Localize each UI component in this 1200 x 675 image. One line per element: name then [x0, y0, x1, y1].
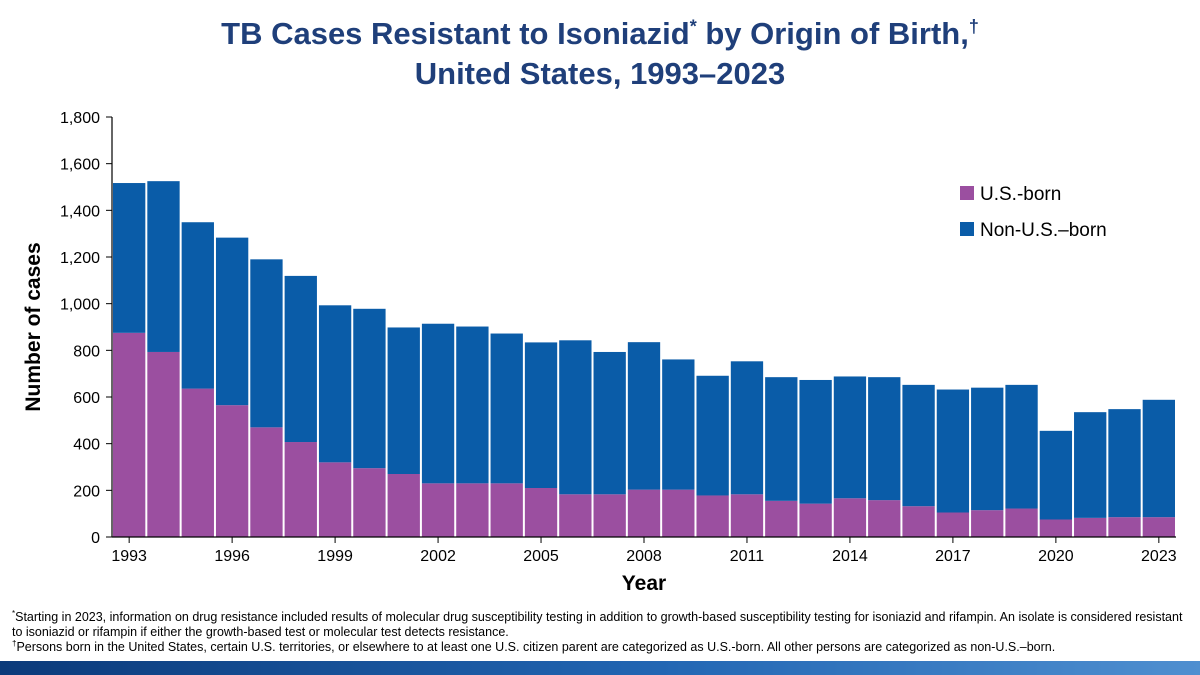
y-tick-label-400: 400	[73, 437, 100, 454]
bar-non-us-born-2017	[936, 389, 970, 513]
footnote-1: *Starting in 2023, information on drug r…	[12, 608, 1183, 639]
bar-us-born-2018	[971, 510, 1004, 537]
bar-us-born-1998	[284, 442, 317, 537]
legend-swatch-0	[960, 186, 974, 200]
bar-us-born-1996	[215, 405, 249, 537]
bar-us-born-2006	[559, 494, 592, 537]
bar-us-born-1997	[250, 427, 283, 537]
bar-non-us-born-2006	[559, 340, 592, 495]
bar-non-us-born-2014	[833, 376, 867, 499]
bar-us-born-2000	[353, 468, 386, 537]
bar-non-us-born-1999	[318, 305, 352, 463]
bar-us-born-2004	[490, 483, 523, 537]
title-line-1: TB Cases Resistant to Isoniazid* by Orig…	[221, 16, 979, 51]
bottom-band	[0, 661, 1200, 675]
bar-us-born-1995	[181, 388, 214, 537]
bar-non-us-born-2002	[421, 323, 455, 484]
x-tick-label-1999: 1999	[317, 548, 353, 565]
footnotes: *Starting in 2023, information on drug r…	[12, 608, 1192, 655]
bar-us-born-2020	[1039, 519, 1073, 537]
bar-us-born-1994	[147, 351, 180, 537]
x-axis-title: Year	[622, 572, 666, 595]
bar-us-born-2001	[387, 474, 420, 537]
x-tick-label-2005: 2005	[523, 548, 559, 565]
bar-us-born-2013	[799, 503, 832, 537]
x-tick-label-2008: 2008	[626, 548, 662, 565]
x-tick-label-1996: 1996	[214, 548, 250, 565]
bar-us-born-2002	[421, 483, 455, 537]
bar-us-born-2010	[696, 495, 729, 537]
bar-us-born-2019	[1005, 508, 1038, 537]
chart-title: TB Cases Resistant to Isoniazid* by Orig…	[0, 14, 1200, 94]
legend-swatch-1	[960, 222, 974, 236]
bar-non-us-born-2005	[524, 342, 558, 488]
bar-us-born-2021	[1074, 517, 1107, 537]
bar-non-us-born-1995	[181, 222, 214, 389]
bar-non-us-born-2019	[1005, 384, 1038, 509]
y-tick-label-1600: 1,600	[60, 157, 100, 174]
bar-us-born-1999	[318, 462, 352, 537]
bar-non-us-born-1996	[215, 237, 249, 406]
bar-non-us-born-2018	[971, 387, 1004, 511]
bar-us-born-2009	[662, 489, 695, 537]
x-tick-label-2014: 2014	[832, 548, 868, 565]
bar-non-us-born-2001	[387, 327, 420, 474]
bar-us-born-2022	[1108, 517, 1141, 537]
x-tick-label-2002: 2002	[420, 548, 456, 565]
bar-us-born-2011	[730, 494, 764, 537]
bar-us-born-2012	[765, 500, 798, 537]
bar-non-us-born-2013	[799, 379, 832, 504]
bar-non-us-born-2015	[868, 377, 901, 501]
legend-label-0: U.S.-born	[980, 184, 1061, 205]
x-tick-label-2020: 2020	[1038, 548, 1074, 565]
y-tick-label-1000: 1,000	[60, 297, 100, 314]
title-line-2: United States, 1993–2023	[414, 56, 786, 91]
x-tick-label-2023: 2023	[1141, 548, 1177, 565]
y-tick-label-1200: 1,200	[60, 250, 100, 267]
x-tick-label-2011: 2011	[730, 548, 765, 565]
bar-non-us-born-2023	[1142, 399, 1175, 518]
bar-us-born-2014	[833, 498, 867, 537]
bar-non-us-born-2022	[1108, 409, 1141, 518]
bar-us-born-2003	[456, 483, 489, 537]
bar-us-born-2005	[524, 488, 558, 537]
bar-non-us-born-2012	[765, 377, 798, 501]
y-tick-label-1400: 1,400	[60, 203, 100, 220]
y-axis-title: Number of cases	[22, 242, 45, 411]
bar-non-us-born-2003	[456, 326, 489, 484]
x-tick-label-2017: 2017	[935, 548, 971, 565]
bar-us-born-2008	[627, 489, 661, 537]
bar-non-us-born-2011	[730, 361, 764, 495]
y-tick-label-1800: 1,800	[60, 110, 100, 127]
footnote-2: †Persons born in the United States, cert…	[12, 638, 1056, 654]
bar-us-born-2016	[902, 506, 935, 537]
bar-non-us-born-2021	[1074, 412, 1107, 518]
y-tick-label-600: 600	[73, 390, 100, 407]
legend-label-1: Non-U.S.–born	[980, 220, 1107, 241]
bar-non-us-born-2016	[902, 384, 935, 507]
bar-us-born-2007	[593, 494, 626, 537]
bar-non-us-born-2008	[627, 342, 661, 490]
y-tick-label-0: 0	[91, 530, 100, 547]
bar-us-born-2023	[1142, 517, 1175, 537]
bar-us-born-2015	[868, 500, 901, 537]
bar-us-born-1993	[113, 332, 146, 537]
bar-non-us-born-2004	[490, 333, 523, 484]
bar-non-us-born-2020	[1039, 430, 1073, 520]
bar-non-us-born-2000	[353, 308, 386, 469]
bar-non-us-born-1997	[250, 259, 283, 428]
bar-non-us-born-1994	[147, 181, 180, 352]
bar-non-us-born-2007	[593, 351, 626, 495]
bar-non-us-born-1998	[284, 275, 317, 443]
bar-us-born-2017	[936, 512, 970, 537]
y-tick-label-800: 800	[73, 343, 100, 360]
y-tick-label-200: 200	[73, 483, 100, 500]
bar-non-us-born-2009	[662, 359, 695, 490]
bar-non-us-born-1993	[113, 183, 146, 333]
bar-non-us-born-2010	[696, 375, 729, 496]
x-tick-label-1993: 1993	[111, 548, 147, 565]
